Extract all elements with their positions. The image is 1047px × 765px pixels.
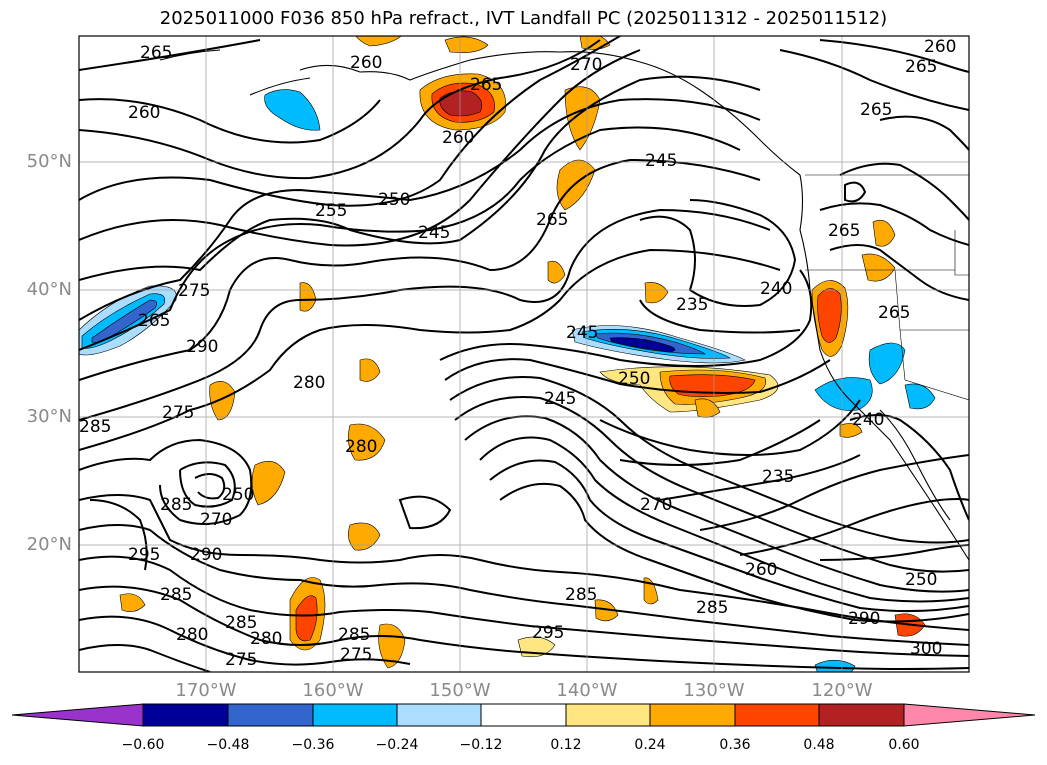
map-title: 2025011000 F036 850 hPa refract., IVT La…: [159, 8, 888, 29]
contour-label: 285: [565, 585, 597, 605]
contour-label: 250: [618, 369, 650, 389]
contour-label: 280: [345, 437, 377, 457]
coastline-aleutians: [159, 49, 311, 96]
colorbar-segment: [649, 703, 736, 727]
contour-label: 280: [250, 629, 282, 649]
contour-label: 265: [860, 100, 892, 120]
contour-label: 265: [828, 221, 860, 241]
latitude-label: 40°N: [26, 279, 72, 300]
filled-anomaly-areas: [79, 36, 936, 672]
contour-label: 260: [350, 53, 382, 73]
contour-label: 295: [532, 623, 564, 643]
coastline-baja: [879, 409, 951, 521]
contour-label: 270: [570, 55, 602, 75]
contour-label: 235: [762, 467, 794, 487]
contour-label: 260: [442, 128, 474, 148]
contour-label: 290: [848, 609, 880, 629]
coastlines: [159, 49, 969, 561]
colorbar-tick-label: −0.60: [121, 737, 165, 753]
contour-label: 265: [470, 75, 502, 95]
contour-label: 265: [140, 43, 172, 63]
colorbar-tick-label: −0.24: [375, 737, 419, 753]
contour-label: 245: [645, 151, 677, 171]
contour-label: 250: [378, 190, 410, 210]
colorbar-extend-low: [11, 703, 144, 727]
contour-label: 285: [338, 625, 370, 645]
latitude-label: 30°N: [26, 406, 72, 427]
contour-label: 245: [544, 389, 576, 409]
contour-labels: 265 260 265 270 260 265 265 260 260 250 …: [79, 37, 956, 670]
contour-label: 285: [160, 495, 192, 515]
contour-label: 270: [200, 510, 232, 530]
contour-label: 265: [536, 210, 568, 230]
longitude-label: 130°W: [683, 680, 745, 701]
contour-label: 245: [418, 223, 450, 243]
colorbar-segment: [480, 703, 567, 727]
colorbar-tick-label: 0.24: [634, 737, 666, 753]
gridlines: [79, 36, 969, 672]
contour-label: 285: [79, 417, 111, 437]
colorbar-segment: [565, 703, 651, 727]
refractivity-contours: [79, 36, 969, 672]
contour-label: 265: [878, 303, 910, 323]
coastline-pacific-northwest: [799, 174, 969, 561]
colorbar-tick-label: 0.36: [719, 737, 751, 753]
contour-label: 265: [905, 57, 937, 77]
colorbar-tick-label: −0.48: [206, 737, 250, 753]
contour-label: 250: [905, 570, 937, 590]
longitude-label: 120°W: [811, 680, 873, 701]
colorbar-segment: [818, 703, 905, 727]
colorbar-tick-label: −0.36: [291, 737, 335, 753]
contour-label: 245: [566, 323, 598, 343]
contour-label: 265: [138, 311, 170, 331]
colorbar: [11, 703, 1036, 727]
state-borders: [805, 174, 969, 401]
colorbar-tick-label: −0.12: [459, 737, 503, 753]
colorbar-segment: [734, 703, 820, 727]
colorbar-segment: [396, 703, 482, 727]
longitude-label: 170°W: [175, 680, 237, 701]
latitude-label: 50°N: [26, 151, 72, 172]
latitude-label: 20°N: [26, 534, 72, 555]
plot-frame: [78, 35, 970, 673]
contour-label: 260: [128, 103, 160, 123]
contour-label: 300: [910, 639, 942, 659]
contour-label: 275: [162, 403, 194, 423]
map-plot-area: 265 260 265 270 260 265 265 260 260 250 …: [79, 36, 969, 672]
contour-label: 255: [315, 201, 347, 221]
colorbar-extend-high: [903, 703, 1036, 727]
longitude-label: 150°W: [429, 680, 491, 701]
contour-label: 260: [745, 560, 777, 580]
colorbar-tick-label: 0.12: [550, 737, 582, 753]
contour-label: 285: [160, 585, 192, 605]
contour-label: 290: [190, 545, 222, 565]
colorbar-segment: [227, 703, 314, 727]
contour-label: 285: [696, 598, 728, 618]
anomaly-gulf-alaska-max: [439, 90, 483, 117]
contour-label: 275: [225, 650, 257, 670]
contour-label: 290: [186, 337, 218, 357]
contour-label: 280: [176, 625, 208, 645]
contour-label: 295: [128, 545, 160, 565]
contour-label: 270: [640, 495, 672, 515]
colorbar-tick-label: 0.48: [803, 737, 835, 753]
colorbar-segment: [312, 703, 398, 727]
contour-label: 285: [225, 613, 257, 633]
contour-label: 275: [178, 281, 210, 301]
longitude-label: 160°W: [302, 680, 364, 701]
contour-label: 280: [293, 373, 325, 393]
coastline-alaska: [299, 51, 801, 176]
contour-label: 250: [222, 485, 254, 505]
contour-label: 240: [852, 410, 884, 430]
contour-label: 240: [760, 279, 792, 299]
longitude-label: 140°W: [556, 680, 618, 701]
contour-label: 260: [924, 37, 956, 57]
colorbar-segment: [142, 703, 229, 727]
contour-label: 275: [340, 645, 372, 665]
contour-label: 235: [676, 295, 708, 315]
colorbar-tick-label: 0.60: [888, 737, 920, 753]
